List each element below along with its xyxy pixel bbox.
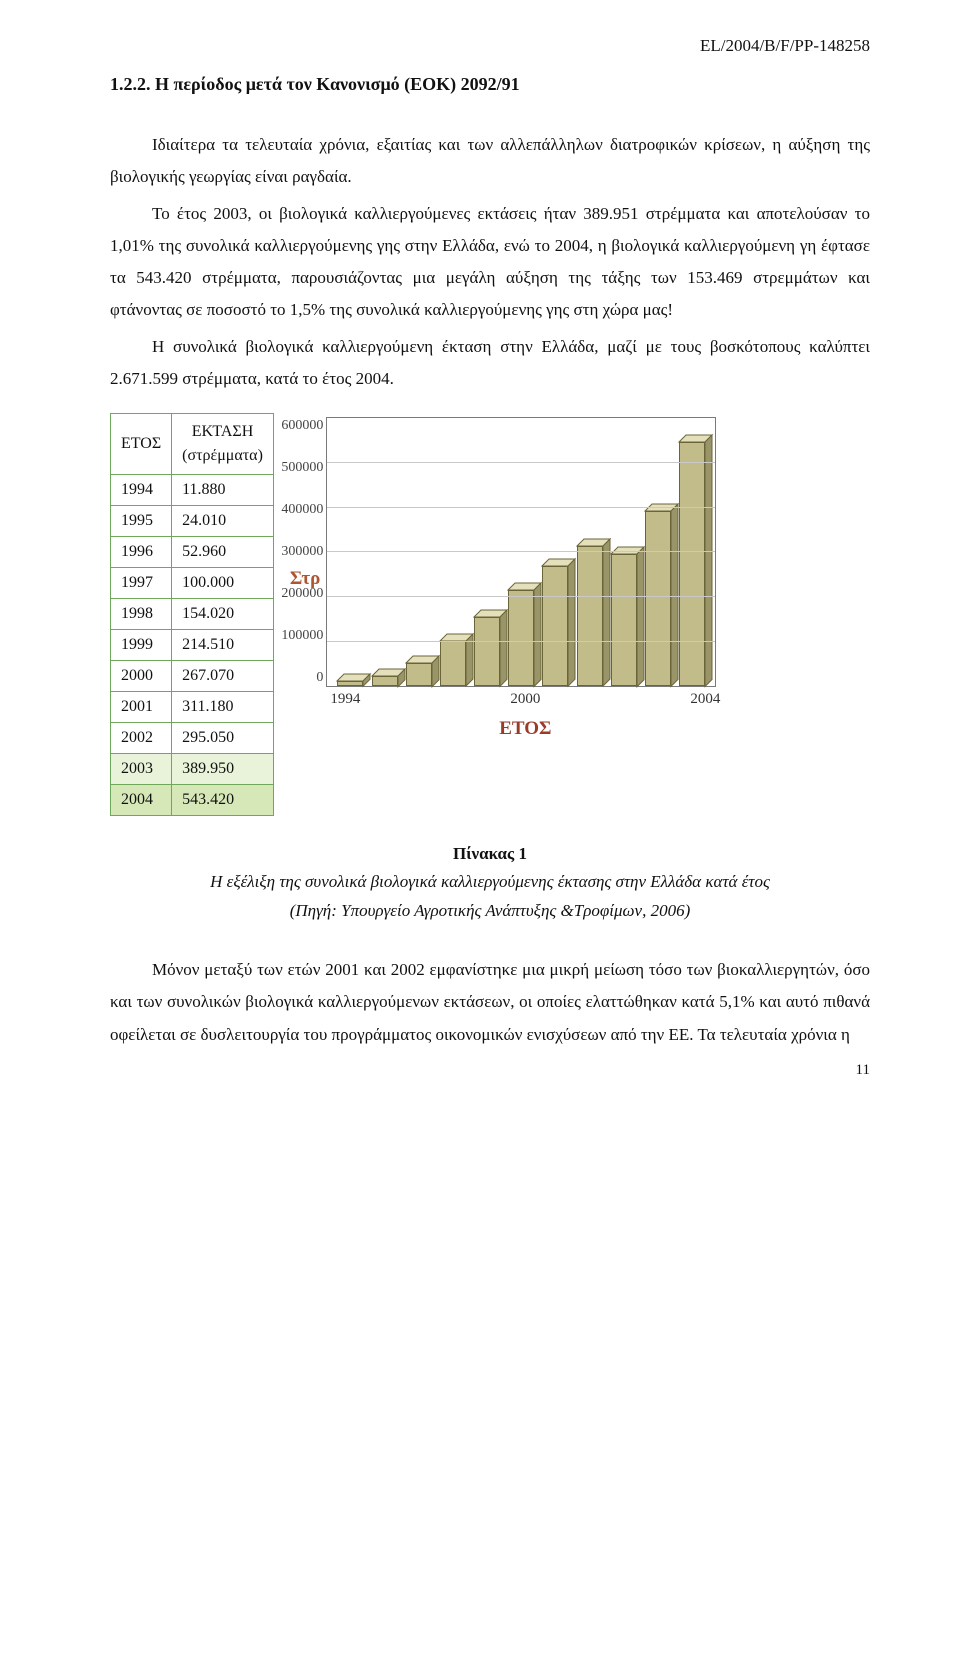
paragraph-3: Η συνολικά βιολογικά καλλιεργούμενη έκτα…: [110, 331, 870, 396]
chart-y-tick-label: 600000: [265, 418, 323, 434]
chart-bar: [508, 590, 534, 687]
chart-bar: [645, 511, 671, 686]
table-row: 1999214.510: [111, 630, 274, 661]
chart-gridline: [327, 641, 715, 642]
table-header-area: ΕΚΤΑΣΗ(στρέμματα): [172, 414, 274, 475]
chart-bar: [577, 546, 603, 686]
paragraph-1: Ιδιαίτερα τα τελευταία χρόνια, εξαιτίας …: [110, 129, 870, 194]
chart-plot-area: 6000005000004000003000002000001000000: [326, 417, 716, 687]
chart-x-ticks: 1994 2000 2004: [326, 687, 724, 708]
table-caption-title: Πίνακας 1: [110, 844, 870, 864]
table-row: 199524.010: [111, 506, 274, 537]
table-row: 2001311.180: [111, 692, 274, 723]
chart-bar: [679, 442, 705, 687]
chart-x-axis-label: ΕΤΟΣ: [326, 718, 724, 740]
chart-y-tick-label: 100000: [265, 628, 323, 644]
chart-bar: [440, 641, 466, 686]
figure-row: ΕΤΟΣΕΚΤΑΣΗ(στρέμματα)199411.880199524.01…: [110, 413, 870, 816]
chart-y-tick-label: 400000: [265, 502, 323, 518]
data-table: ΕΤΟΣΕΚΤΑΣΗ(στρέμματα)199411.880199524.01…: [110, 413, 274, 816]
chart-gridline: [327, 462, 715, 463]
chart-y-tick-label: 300000: [265, 544, 323, 560]
chart-bars: [327, 418, 715, 686]
table-row: 199652.960: [111, 537, 274, 568]
chart-y-tick-label: 0: [265, 670, 323, 686]
table-row: 2003389.950: [111, 754, 274, 785]
chart-bar: [542, 566, 568, 686]
paragraph-2: Το έτος 2003, οι βιολογικά καλλιεργούμεν…: [110, 198, 870, 327]
table-row: 1997100.000: [111, 568, 274, 599]
table-row: 2002295.050: [111, 723, 274, 754]
chart-bar: [337, 681, 363, 686]
table-row: 2004543.420: [111, 785, 274, 816]
table-row: 2000267.070: [111, 661, 274, 692]
table-row: 199411.880: [111, 475, 274, 506]
data-table-container: ΕΤΟΣΕΚΤΑΣΗ(στρέμματα)199411.880199524.01…: [110, 413, 286, 816]
document-header: EL/2004/B/F/PP-148258: [110, 36, 870, 56]
chart-y-ticks: 600000 500000 400000 300000 200000 100000 0: [265, 418, 323, 686]
page-number: 11: [856, 1062, 870, 1079]
chart-bar: [474, 617, 500, 686]
chart-x-tick-label: 2004: [690, 691, 720, 708]
chart-bar: [611, 554, 637, 687]
table-row: 1998154.020: [111, 599, 274, 630]
chart-gridline: [327, 596, 715, 597]
table-header-year: ΕΤΟΣ: [111, 414, 172, 475]
chart-bar: [372, 676, 398, 687]
chart-y-tick-label: 500000: [265, 460, 323, 476]
chart-bar: [406, 663, 432, 687]
section-title: 1.2.2. Η περίοδος μετά τον Κανονισμό (ΕΟ…: [110, 74, 870, 95]
chart-gridline: [327, 507, 715, 508]
table-caption-line-2: (Πηγή: Υπουργείο Αγροτικής Ανάπτυξης &Τρ…: [110, 897, 870, 926]
chart-gridline: [327, 551, 715, 552]
paragraph-4: Μόνον μεταξύ των ετών 2001 και 2002 εμφα…: [110, 954, 870, 1051]
chart-x-tick-label: 1994: [330, 691, 360, 708]
chart-y-tick-label: 200000: [265, 586, 323, 602]
chart-x-tick-label: 2000: [510, 691, 540, 708]
page: EL/2004/B/F/PP-148258 1.2.2. Η περίοδος …: [0, 0, 960, 1095]
chart-box: 6000005000004000003000002000001000000 19…: [326, 417, 724, 740]
chart-container: Στρ 600000500000400000300000200000100000…: [286, 413, 870, 816]
table-caption-line-1: Η εξέλιξη της συνολικά βιολογικά καλλιερ…: [110, 868, 870, 897]
